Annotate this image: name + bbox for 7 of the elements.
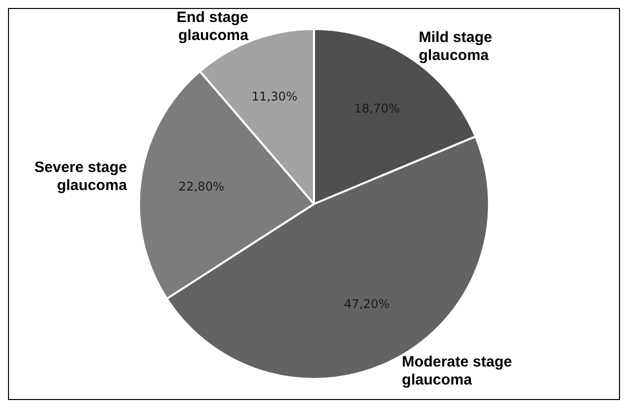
slice-label: Moderate stage glaucoma [402,353,512,388]
slice-label: Mild stage glaucoma [418,28,492,64]
slice-label: End stage glaucoma [176,8,249,44]
data-label: 47,20% [344,296,390,311]
data-label: 11,30% [252,89,298,104]
slice-label: Severe stage glaucoma [34,158,128,194]
data-label: 22,80% [178,180,224,194]
